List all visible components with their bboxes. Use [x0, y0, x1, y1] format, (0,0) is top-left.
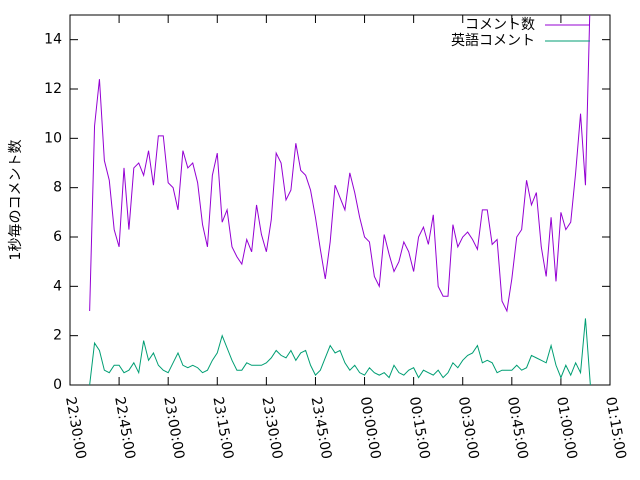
- x-tick-label: 00:00:00: [357, 396, 384, 461]
- x-tick-label: 00:45:00: [504, 396, 531, 461]
- y-tick-label: 2: [53, 328, 62, 344]
- x-tick-label: 22:30:00: [62, 396, 89, 461]
- plot-border: [69, 14, 611, 386]
- y-tick-label: 4: [53, 278, 62, 294]
- x-tick-label: 23:15:00: [209, 396, 236, 461]
- y-tick-label: 10: [44, 130, 62, 146]
- x-tick-label: 23:45:00: [308, 396, 335, 461]
- legend-label: 英語コメント: [451, 32, 535, 49]
- x-tick-label: 00:15:00: [406, 396, 433, 461]
- legend-label: コメント数: [465, 17, 535, 33]
- y-tick-label: 8: [53, 180, 62, 196]
- x-tick-label: 01:15:00: [602, 396, 629, 461]
- x-tick-label: 01:00:00: [553, 396, 580, 461]
- x-tick-label: 23:30:00: [258, 396, 285, 461]
- series-line: [89, 318, 591, 385]
- series-line: [89, 15, 591, 313]
- y-tick-label: 6: [53, 229, 62, 245]
- x-tick-label: 23:00:00: [160, 396, 187, 461]
- y-axis-label: 1秒毎のコメント数: [8, 140, 24, 261]
- x-tick-label: 00:30:00: [455, 396, 482, 461]
- y-tick-label: 12: [44, 81, 62, 97]
- y-tick-label: 0: [53, 377, 62, 393]
- x-tick-label: 22:45:00: [111, 396, 138, 461]
- y-tick-label: 14: [44, 32, 62, 48]
